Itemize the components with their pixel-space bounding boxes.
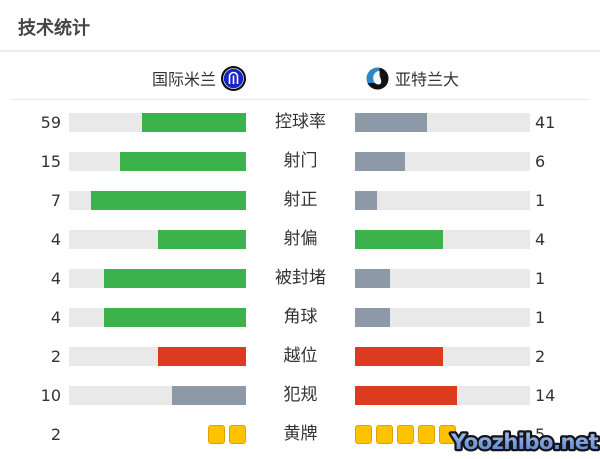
home-bar-fill	[157, 230, 246, 249]
stat-label: 控球率	[275, 112, 326, 132]
atalanta-badge-icon	[366, 67, 389, 89]
yellow-card-icon	[397, 425, 414, 444]
stat-row: 4 被封堵 1	[0, 269, 600, 288]
stat-row: 2 黄牌 5	[0, 425, 600, 444]
away-bar-track	[355, 113, 530, 132]
stats-rows: 59 控球率 41 15 射门 6 7 射正 1 4 射偏 4 4 被封堵 1 4 角球 1 2 越位 2 10 犯规 14 2…	[0, 113, 600, 459]
yellow-card-icon	[355, 425, 372, 444]
page-title: 技术统计	[18, 18, 90, 39]
away-yellow-cards	[355, 425, 530, 444]
away-bar-fill	[355, 152, 405, 171]
home-bar-track	[69, 230, 246, 249]
home-value: 15	[40, 152, 61, 171]
yellow-card-icon	[229, 425, 246, 444]
stat-label: 犯规	[283, 385, 318, 405]
away-value: 5	[535, 425, 546, 444]
stat-label: 越位	[283, 346, 318, 366]
home-bar-fill	[104, 308, 246, 327]
home-team-header: 国际米兰	[0, 64, 246, 92]
away-value: 4	[535, 230, 546, 249]
stat-row: 2 越位 2	[0, 347, 600, 366]
divider	[0, 50, 600, 52]
away-bar-track	[355, 347, 530, 366]
home-bar-fill	[157, 347, 246, 366]
stat-label: 射正	[283, 190, 318, 210]
home-yellow-cards	[69, 425, 246, 444]
away-bar-fill	[355, 347, 443, 366]
away-bar-fill	[355, 269, 390, 288]
inter-milan-badge-icon	[221, 65, 246, 91]
home-value: 4	[50, 230, 61, 249]
stat-label: 射偏	[283, 229, 318, 249]
home-bar-track	[69, 113, 246, 132]
stat-row: 4 角球 1	[0, 308, 600, 327]
home-bar-track	[69, 347, 246, 366]
yellow-card-icon	[376, 425, 393, 444]
away-bar-track	[355, 230, 530, 249]
away-value: 6	[535, 152, 546, 171]
away-bar-fill	[355, 386, 458, 405]
away-bar-fill	[355, 230, 443, 249]
away-bar-track	[355, 308, 530, 327]
home-bar-track	[69, 308, 246, 327]
away-value: 2	[535, 347, 546, 366]
home-bar-fill	[172, 386, 246, 405]
away-bar-fill	[355, 308, 390, 327]
away-bar-fill	[355, 113, 427, 132]
home-team-name: 国际米兰	[151, 70, 216, 89]
away-value: 1	[535, 269, 546, 288]
away-value: 1	[535, 308, 546, 327]
away-value: 14	[535, 386, 556, 405]
yellow-card-icon	[439, 425, 456, 444]
away-bar-track	[355, 152, 530, 171]
yellow-card-icon	[208, 425, 225, 444]
stat-label: 射门	[283, 151, 318, 171]
site-watermark: Yoozhibo.net	[448, 428, 600, 457]
home-value: 2	[50, 425, 61, 444]
stat-row: 10 犯规 14	[0, 386, 600, 405]
home-bar-track	[69, 386, 246, 405]
away-team-name: 亚特兰大	[395, 70, 460, 89]
watermark-text: Yoozhibo.net	[450, 430, 599, 454]
home-bar-fill	[141, 113, 246, 132]
home-value: 10	[40, 386, 61, 405]
yellow-card-icon	[418, 425, 435, 444]
stat-row: 59 控球率 41	[0, 113, 600, 132]
home-value: 4	[50, 308, 61, 327]
home-value: 7	[50, 191, 61, 210]
stat-row: 4 射偏 4	[0, 230, 600, 249]
away-bar-track	[355, 269, 530, 288]
stat-row: 7 射正 1	[0, 191, 600, 210]
home-bar-fill	[104, 269, 246, 288]
divider	[12, 99, 588, 100]
away-bar-fill	[355, 191, 377, 210]
home-bar-track	[69, 152, 246, 171]
stat-label: 黄牌	[283, 424, 318, 444]
home-value: 2	[50, 347, 61, 366]
home-bar-track	[69, 269, 246, 288]
away-bar-track	[355, 386, 530, 405]
home-bar-track	[69, 191, 246, 210]
home-bar-fill	[119, 152, 246, 171]
stat-label: 被封堵	[275, 268, 326, 288]
away-bar-track	[355, 191, 530, 210]
stat-label: 角球	[283, 307, 318, 327]
away-value: 41	[535, 113, 556, 132]
away-team-header: 亚特兰大	[366, 64, 459, 92]
away-value: 1	[535, 191, 546, 210]
stat-row: 15 射门 6	[0, 152, 600, 171]
home-value: 59	[40, 113, 61, 132]
home-value: 4	[50, 269, 61, 288]
home-bar-fill	[91, 191, 246, 210]
